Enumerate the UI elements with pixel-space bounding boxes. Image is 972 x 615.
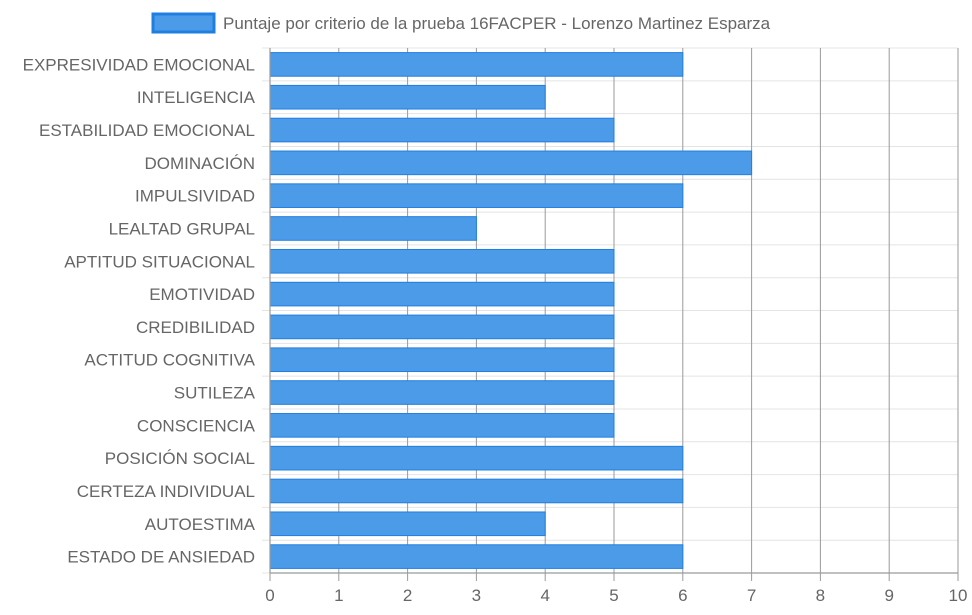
legend[interactable]: Puntaje por criterio de la prueba 16FACP… [151, 12, 771, 34]
tick-labels: 0 1 2 3 4 5 6 7 8 9 10 [265, 586, 967, 605]
category-label: CREDIBILIDAD [136, 318, 255, 337]
x-tick-label: 6 [678, 586, 687, 605]
category-label: LEALTAD GRUPAL [109, 219, 255, 238]
x-tick-label: 8 [816, 586, 825, 605]
category-labels: EXPRESIVIDAD EMOCIONAL INTELIGENCIA ESTABI… [23, 55, 256, 566]
category-label: CERTEZA INDIVIDUAL [77, 482, 255, 501]
bar[interactable] [269, 84, 546, 110]
bar[interactable] [269, 445, 684, 471]
bar[interactable] [269, 150, 753, 176]
bar[interactable] [269, 281, 615, 307]
bar[interactable] [269, 347, 615, 373]
bar[interactable] [269, 380, 615, 405]
bars [269, 52, 753, 569]
bar[interactable] [269, 314, 615, 340]
bar[interactable] [269, 183, 684, 208]
category-label: ESTABILIDAD EMOCIONAL [39, 121, 255, 140]
bar[interactable] [269, 117, 615, 143]
bar[interactable] [269, 52, 684, 77]
category-label: IMPULSIVIDAD [135, 187, 255, 206]
bar[interactable] [269, 478, 684, 504]
x-tick-label: 5 [609, 586, 618, 605]
category-label: EMOTIVIDAD [149, 285, 255, 304]
x-tick-label: 3 [472, 586, 481, 605]
bar[interactable] [269, 511, 546, 537]
category-label: ESTADO DE ANSIEDAD [67, 548, 255, 567]
legend-swatch [151, 12, 216, 34]
x-tick-label: 1 [334, 586, 343, 605]
legend-label: Puntaje por criterio de la prueba 16FACP… [223, 14, 771, 33]
category-label: ACTITUD COGNITIVA [84, 351, 255, 370]
category-label: SUTILEZA [174, 384, 256, 403]
x-tick-label: 4 [540, 586, 549, 605]
x-tick-label: 10 [949, 586, 968, 605]
category-label: AUTOESTIMA [145, 515, 256, 534]
category-label: INTELIGENCIA [137, 88, 256, 107]
category-label: APTITUD SITUACIONAL [64, 252, 255, 271]
x-tick-label: 7 [747, 586, 756, 605]
bar[interactable] [269, 216, 477, 241]
category-label: EXPRESIVIDAD EMOCIONAL [23, 55, 255, 74]
x-tick-label: 0 [265, 586, 274, 605]
category-label: POSICIÓN SOCIAL [105, 449, 255, 468]
bar[interactable] [269, 248, 615, 274]
axes [269, 48, 958, 574]
bar[interactable] [269, 413, 615, 438]
bar[interactable] [269, 544, 684, 569]
category-label: DOMINACIÓN [145, 154, 256, 173]
category-label: CONSCIENCIA [137, 416, 256, 435]
x-tick-label: 9 [884, 586, 893, 605]
x-tick-label: 2 [403, 586, 412, 605]
